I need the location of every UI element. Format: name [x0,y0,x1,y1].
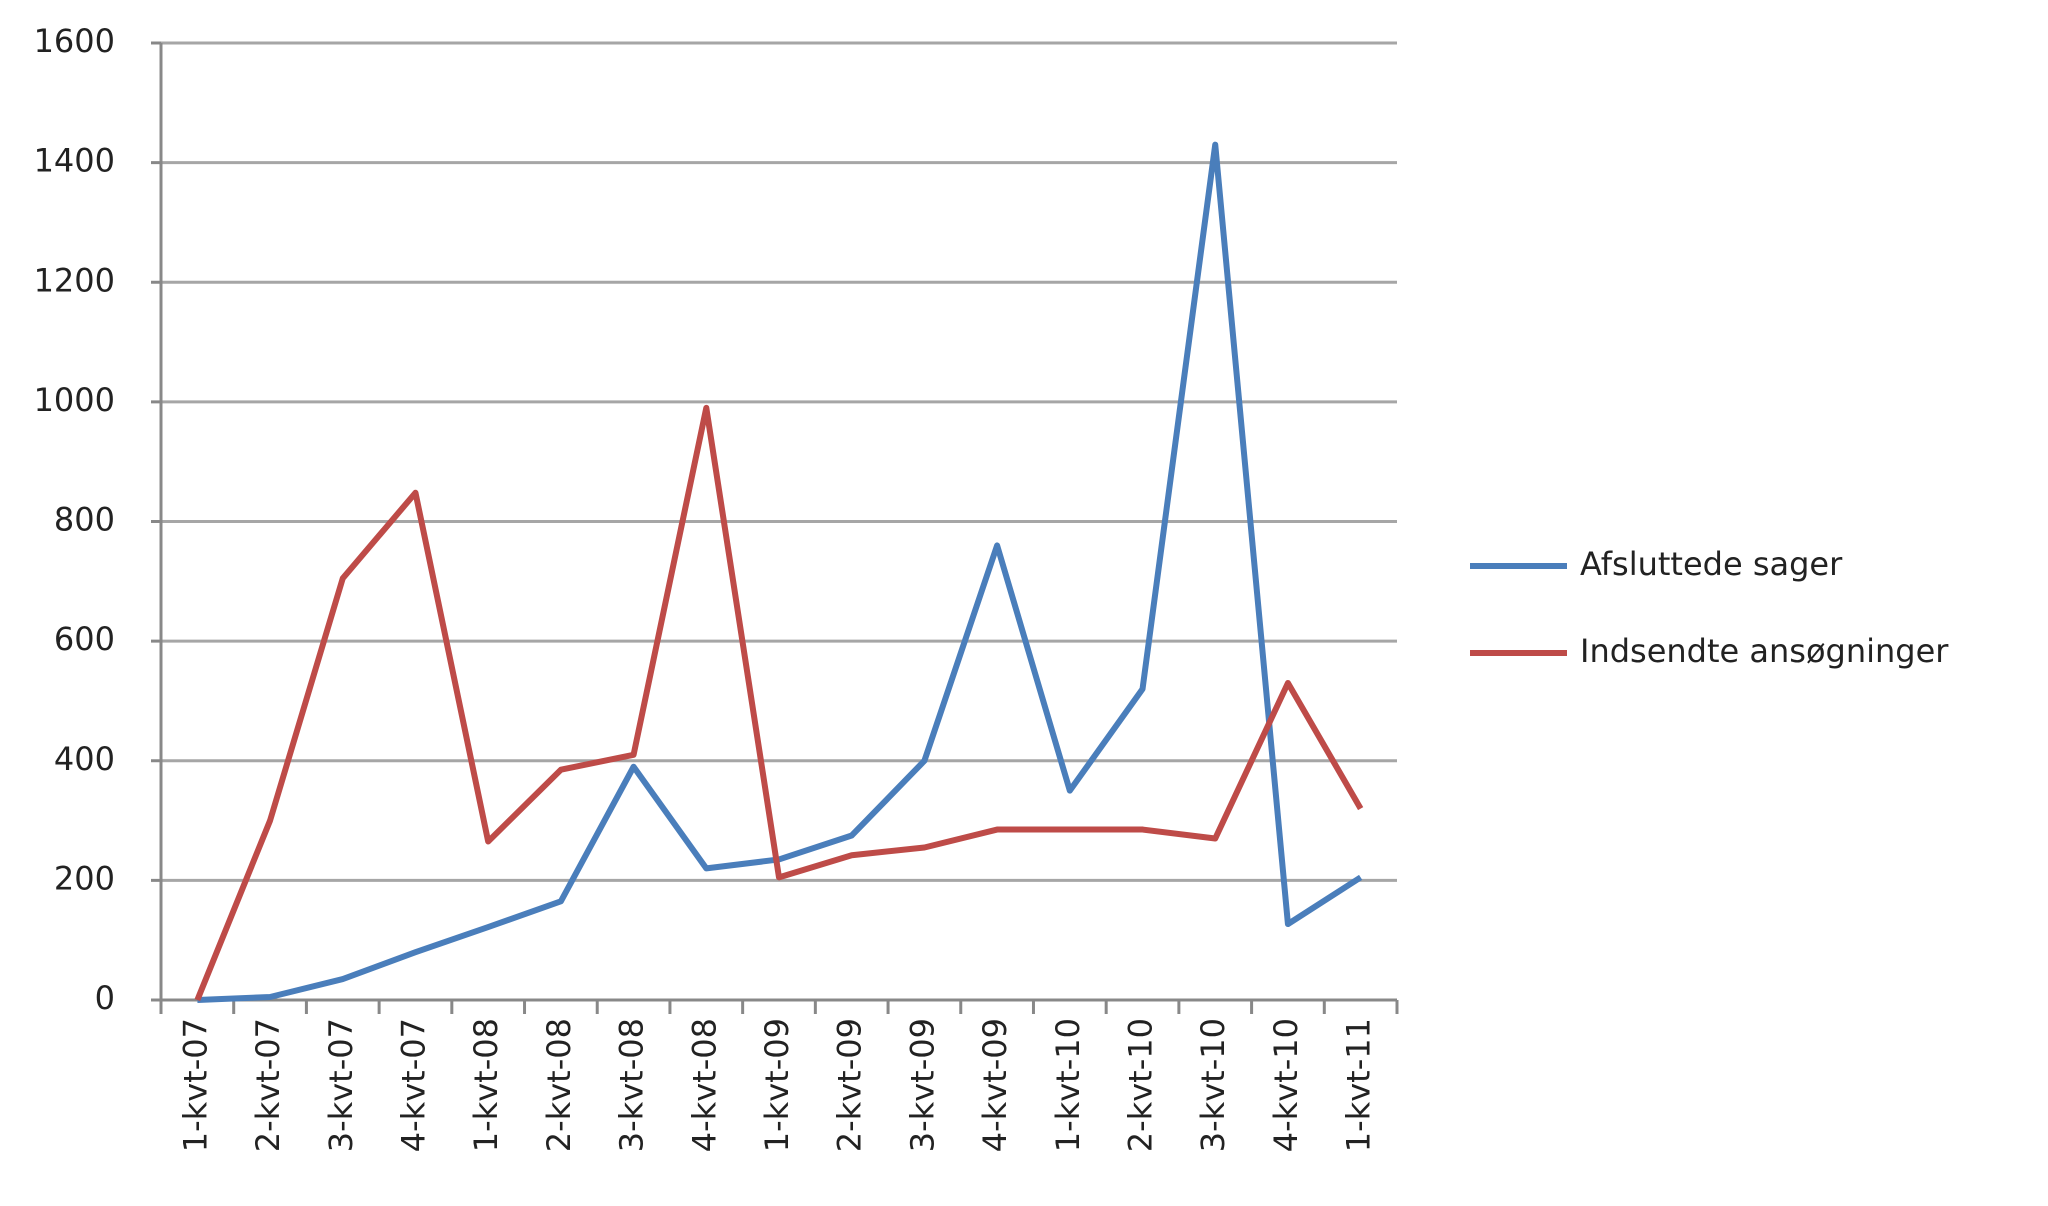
x-tick-label: 2-kvt-07 [249,1018,287,1152]
y-tick-label: 0 [95,979,115,1017]
y-tick-label: 1000 [34,381,115,419]
y-tick-label: 1200 [34,261,115,299]
y-tick-label: 200 [54,859,115,897]
x-tick-label: 1-kvt-08 [467,1018,505,1152]
x-tick-label: 3-kvt-09 [903,1018,941,1152]
x-tick-label: 4-kvt-09 [976,1018,1014,1152]
x-tick-label: 3-kvt-08 [613,1018,651,1152]
x-tick-label: 1-kvt-10 [1049,1018,1087,1152]
series-line [194,404,1364,1002]
x-tick-label: 1-kvt-09 [758,1018,796,1152]
y-tick-label: 1400 [34,142,115,180]
legend-label: Afsluttede sager [1580,545,1843,583]
y-tick-label: 400 [54,740,115,778]
x-tick-label: 4-kvt-10 [1267,1018,1305,1152]
x-tick-label: 2-kvt-08 [540,1018,578,1152]
x-tick-label: 1-kvt-11 [1340,1018,1378,1152]
x-tick-label: 2-kvt-09 [831,1018,869,1152]
x-tick-label: 3-kvt-07 [322,1018,360,1152]
x-tick-label: 3-kvt-10 [1194,1018,1232,1152]
x-tick-label: 4-kvt-07 [394,1018,432,1152]
x-tick-label: 1-kvt-07 [176,1018,214,1152]
y-tick-label: 800 [54,501,115,539]
x-tick-label: 4-kvt-08 [685,1018,723,1152]
x-tick-label: 2-kvt-10 [1122,1018,1160,1152]
y-tick-label: 1600 [34,22,115,60]
legend-label: Indsendte ansøgninger [1580,632,1949,670]
y-tick-label: 600 [54,620,115,658]
